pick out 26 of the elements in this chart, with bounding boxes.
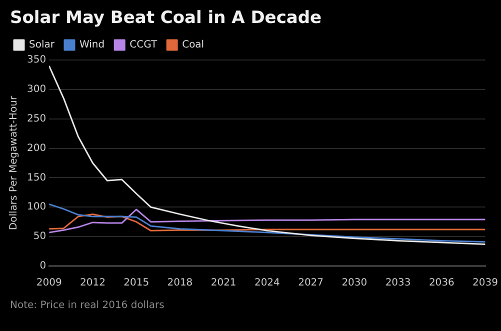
x-tick-label: 2024 bbox=[254, 278, 280, 289]
y-tick-label: 100 bbox=[26, 202, 46, 213]
legend-label: Wind bbox=[79, 40, 105, 51]
x-tick-label: 2027 bbox=[298, 278, 324, 289]
x-tick-label: 2021 bbox=[210, 278, 236, 289]
x-tick-label: 2018 bbox=[167, 278, 193, 289]
x-tick-label: 2012 bbox=[80, 278, 106, 289]
y-tick-label: 200 bbox=[26, 142, 46, 154]
legend-label: CCGT bbox=[130, 40, 158, 51]
y-axis-title: Dollars Per Megawatt-Hour bbox=[8, 95, 20, 230]
y-tick-label: 350 bbox=[26, 54, 46, 66]
x-tick-label: 2036 bbox=[428, 278, 454, 289]
text: Note: Price in real 2016 dollars bbox=[10, 300, 166, 311]
x-tick-label: 2030 bbox=[342, 278, 368, 289]
y-tick-label: 300 bbox=[26, 84, 46, 96]
chart-title: Solar May Beat Coal in A Decade bbox=[9, 7, 323, 30]
x-tick-label: 2033 bbox=[385, 278, 411, 289]
y-tick-label: 150 bbox=[26, 172, 46, 184]
x-tick-label: 2039 bbox=[472, 278, 498, 289]
legend-label: Solar bbox=[29, 40, 56, 51]
legend-label: Coal bbox=[182, 40, 204, 51]
x-tick-label: 2009 bbox=[36, 278, 62, 289]
y-tick-label: 50 bbox=[33, 231, 46, 242]
y-tick-label: 0 bbox=[40, 260, 46, 272]
x-tick-label: 2015 bbox=[124, 278, 150, 289]
y-tick-label: 250 bbox=[26, 113, 46, 124]
